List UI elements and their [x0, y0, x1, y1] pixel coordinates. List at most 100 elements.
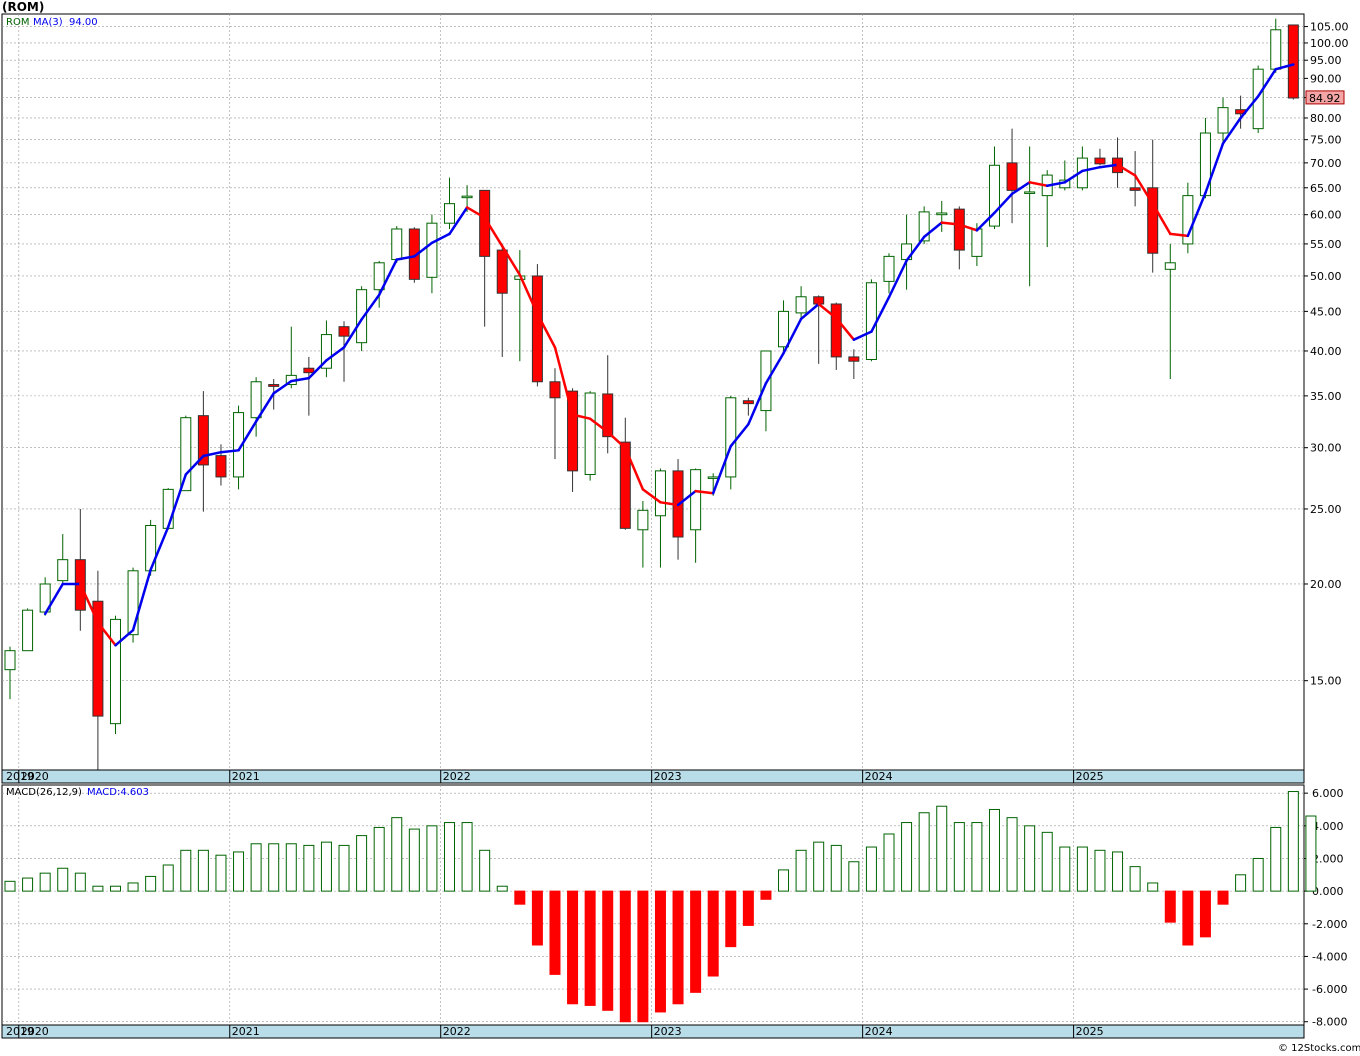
ma-segment	[465, 206, 486, 219]
macd-legend: MACD(26,12,9) MACD:4.603	[6, 787, 149, 798]
ma-segment	[887, 259, 908, 299]
candle	[109, 615, 121, 734]
candle-body	[162, 488, 174, 529]
candle	[690, 468, 702, 563]
price-tick-label: 95.00	[1310, 54, 1342, 67]
year-label: 2025	[1076, 1025, 1104, 1038]
candle-body	[1147, 187, 1159, 254]
candle-body	[637, 509, 649, 531]
ma-segment	[1256, 67, 1278, 98]
ma-segment	[395, 255, 416, 261]
ma-segment	[342, 318, 363, 349]
legend-ma-value: 94.00	[69, 17, 98, 28]
candle	[988, 146, 1000, 229]
last-price-value: 84.92	[1309, 92, 1341, 105]
candle	[1094, 148, 1106, 166]
macd-bar	[444, 822, 455, 892]
legend-ma-label: MA(3)	[33, 17, 63, 28]
price-tick-label: 35.00	[1310, 390, 1342, 403]
ma-segment	[624, 446, 645, 491]
ma-segment	[835, 316, 856, 341]
candle-body	[338, 326, 350, 337]
ma-segment	[1010, 181, 1031, 196]
candle-body	[373, 262, 385, 291]
macd-bar	[1252, 857, 1264, 892]
macd-legend-label: MACD(26,12,9)	[6, 787, 82, 798]
candle-body	[549, 381, 561, 399]
candle-body	[22, 609, 34, 652]
candle-body	[936, 212, 948, 216]
candle	[795, 286, 807, 319]
macd-bar	[1305, 815, 1317, 892]
candle	[549, 368, 561, 460]
macd-tick-label: 0.000	[1312, 885, 1344, 898]
candle-body	[57, 559, 69, 582]
macd-bar	[742, 890, 754, 926]
candle-body	[1006, 162, 1018, 191]
candle	[936, 200, 948, 232]
ma-segment	[694, 489, 715, 495]
macd-bar	[461, 822, 473, 892]
candle	[1217, 97, 1229, 142]
candle	[338, 321, 350, 382]
candle-body	[1270, 29, 1282, 70]
macd-bar	[531, 890, 543, 946]
candle-body	[180, 417, 192, 492]
ma-segment	[79, 582, 100, 624]
candle	[584, 391, 596, 481]
ma-segment	[307, 359, 328, 380]
candle	[22, 608, 34, 652]
candle-body	[4, 650, 16, 671]
candle-body	[654, 470, 666, 517]
macd-bar	[602, 890, 614, 1011]
candle	[391, 226, 403, 263]
ma-segment	[1169, 232, 1190, 238]
candle-body	[303, 367, 315, 374]
ma-segment	[1081, 165, 1102, 173]
macd-tick-label: 2.000	[1312, 852, 1344, 865]
ma-segment	[272, 379, 293, 395]
macd-bar	[672, 890, 684, 1005]
price-legend: ROM MA(3) 94.00	[6, 17, 98, 28]
ma-segment	[166, 473, 188, 529]
macd-bar	[233, 851, 245, 892]
candle-body	[92, 600, 104, 717]
macd-bar	[918, 812, 930, 892]
ma-segment	[219, 449, 240, 454]
ma-segment	[96, 621, 117, 647]
ma-segment	[1116, 163, 1137, 177]
macd-bar	[795, 849, 807, 892]
ma-segment	[764, 351, 785, 385]
macd-bar	[725, 890, 737, 948]
candle-body	[778, 310, 790, 348]
macd-bar	[830, 844, 842, 892]
macd-bar	[338, 844, 350, 892]
macd-bar	[760, 890, 772, 900]
price-tick-label: 90.00	[1310, 72, 1342, 85]
ma-segment	[1239, 95, 1260, 120]
legend-symbol: ROM	[6, 17, 29, 28]
candle-body	[408, 228, 420, 280]
candle	[865, 279, 877, 362]
macd-legend-value: MACD:4.603	[87, 787, 149, 798]
candle	[619, 417, 631, 530]
macd-bar	[373, 826, 385, 892]
candle	[1129, 151, 1141, 207]
year-label: 2022	[443, 770, 471, 783]
ma-segment	[518, 273, 539, 316]
candle-body	[760, 350, 772, 412]
macd-bar	[637, 890, 649, 1023]
candle-body	[1129, 187, 1141, 191]
ma-segment	[114, 628, 135, 647]
macd-y-axis: 6.000 4.000 2.000 0.000 -2.000 -4.000 -6.000 -8…	[1304, 787, 1347, 1029]
ma-segment	[500, 244, 522, 277]
candle	[830, 302, 842, 370]
candle-body	[1164, 262, 1176, 270]
macd-bar	[1094, 849, 1106, 892]
macd-bar	[127, 882, 139, 892]
ma-segment	[254, 392, 275, 423]
ma-segment	[571, 413, 592, 420]
candle	[233, 405, 245, 490]
macd-panel: 6.000 4.000 2.000 0.000 -2.000 -4.000 -6.000 -8…	[1, 784, 1347, 1029]
